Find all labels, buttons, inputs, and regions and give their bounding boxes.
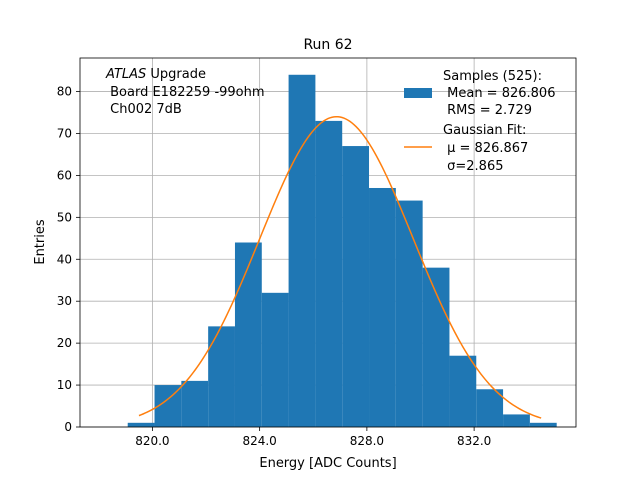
y-tick-label: 50 <box>57 210 72 224</box>
histogram-bar <box>369 187 396 427</box>
histogram-bar <box>288 74 316 427</box>
histogram-bar <box>342 146 370 427</box>
legend: Samples (525): Mean = 826.806 RMS = 2.72… <box>404 69 555 174</box>
gaussian-fit-curve <box>138 115 542 419</box>
y-axis-label: Entries <box>33 219 48 265</box>
histogram-bar <box>208 326 235 427</box>
legend-samples-swatch <box>404 88 432 98</box>
y-tick-label: 60 <box>57 168 72 182</box>
x-tick-label: 824.0 <box>242 434 276 448</box>
histogram-bar <box>181 380 209 427</box>
atlas-label: ATLAS <box>105 67 146 82</box>
y-tick-label: 30 <box>57 294 72 308</box>
histogram-bar <box>395 200 423 427</box>
y-tick-label: 10 <box>57 378 72 392</box>
y-tick-label: 0 <box>64 420 72 434</box>
x-tick-label: 832.0 <box>457 434 491 448</box>
histogram-bar <box>503 414 530 427</box>
x-axis-ticks: 820.0 824.0 828.0 832.0 <box>135 427 491 448</box>
y-tick-label: 20 <box>57 336 72 350</box>
y-tick-label: 40 <box>57 252 72 266</box>
annotation-box: ATLAS Upgrade Board E182259 -99ohm Ch002… <box>105 67 265 117</box>
histogram-bar <box>127 422 155 427</box>
legend-fit-line-3: σ=2.865 <box>443 159 503 174</box>
histogram-bar <box>315 120 343 427</box>
upgrade-label: Upgrade <box>146 67 206 82</box>
histogram-bar <box>529 422 557 427</box>
legend-fit-line-1: Gaussian Fit: <box>443 123 526 138</box>
legend-samples-line-3: RMS = 2.729 <box>443 103 532 118</box>
x-axis-label: Energy [ADC Counts] <box>259 456 396 471</box>
x-tick-label: 820.0 <box>135 434 169 448</box>
y-tick-label: 80 <box>57 85 72 99</box>
chart-title: Run 62 <box>303 37 352 53</box>
x-tick-label: 828.0 <box>350 434 384 448</box>
histogram-bar <box>234 242 262 427</box>
legend-fit-line-2: μ = 826.867 <box>443 141 528 156</box>
annotation-line-3: Ch002 7dB <box>106 102 182 117</box>
legend-samples-line-1: Samples (525): <box>443 69 542 84</box>
histogram-bar <box>449 355 477 427</box>
annotation-line-2: Board E182259 -99ohm <box>106 85 265 100</box>
histogram-bar <box>261 292 289 427</box>
legend-samples-line-2: Mean = 826.806 <box>443 86 555 101</box>
y-tick-label: 70 <box>57 126 72 140</box>
y-axis-ticks: 0 10 20 30 40 50 60 70 80 <box>57 85 80 434</box>
plot-frame <box>79 57 577 428</box>
annotation-line-1: ATLAS Upgrade <box>105 67 206 82</box>
histogram-bars <box>127 74 557 427</box>
histogram-bar <box>476 389 504 427</box>
